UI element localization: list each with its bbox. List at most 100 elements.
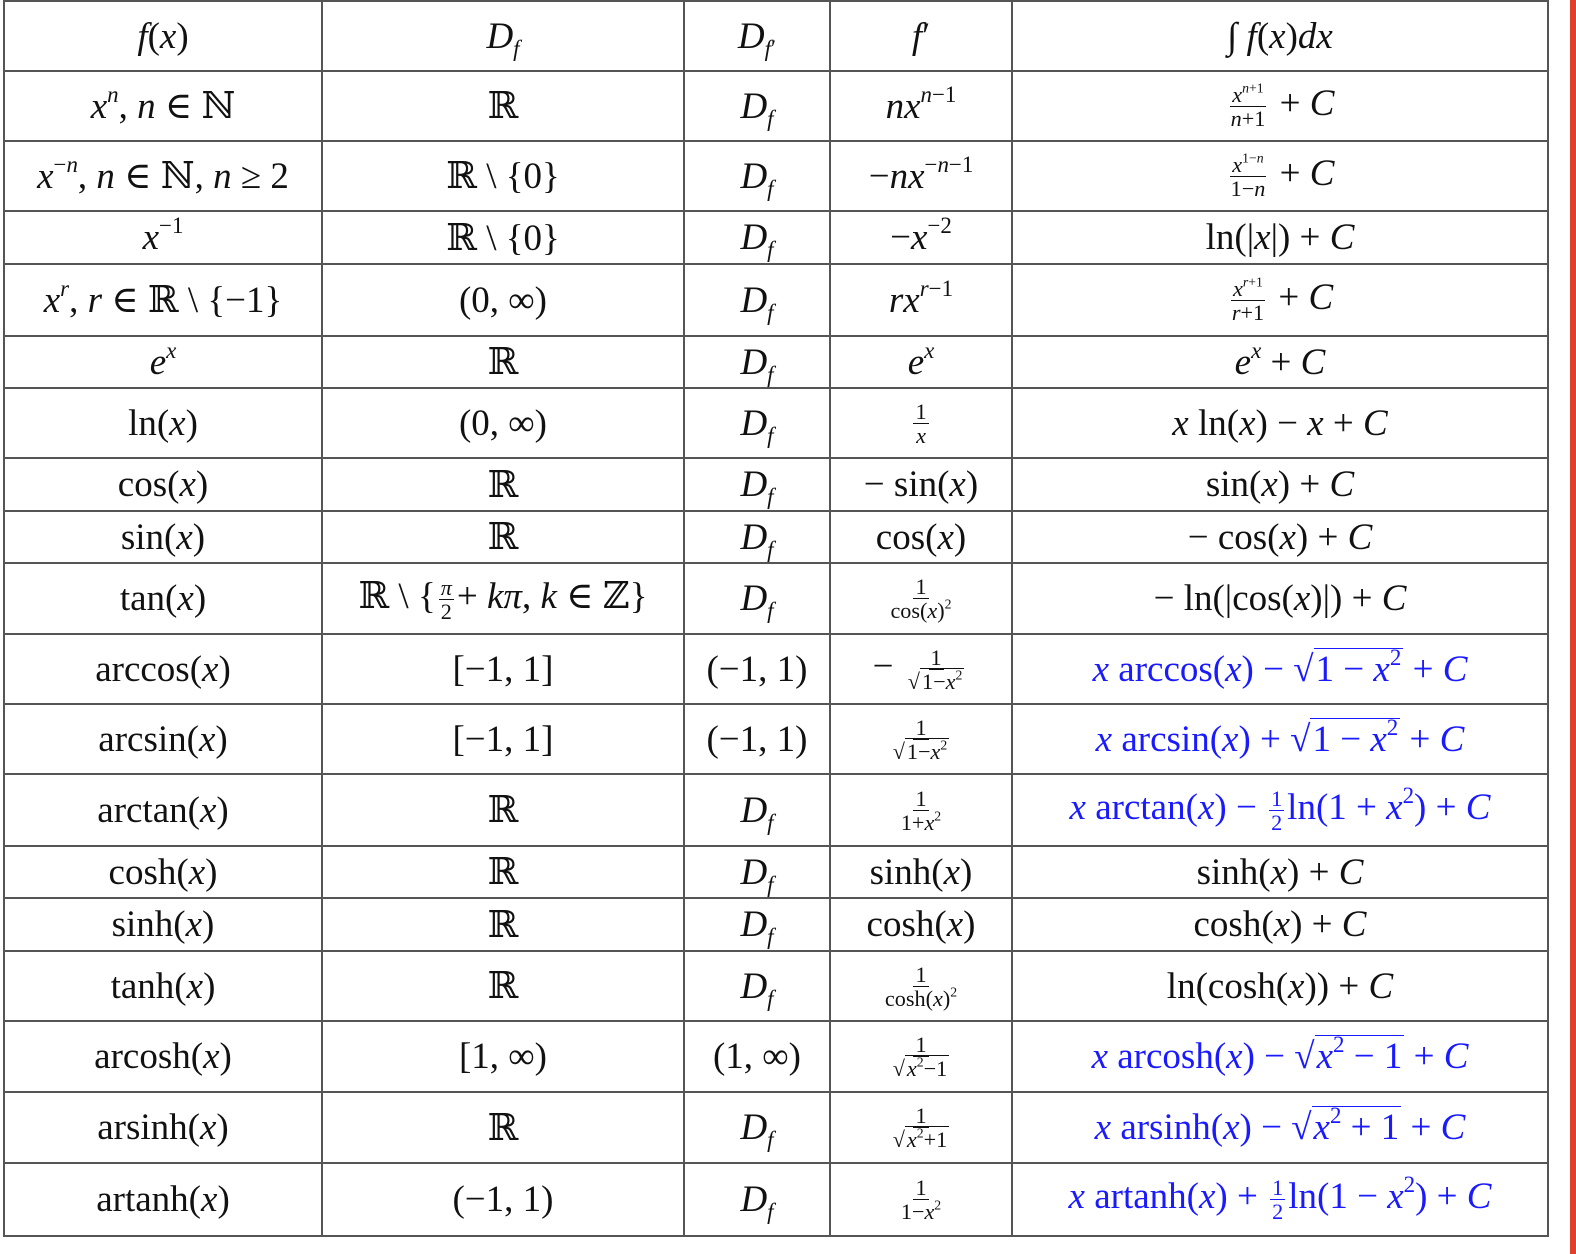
superscript: n: [107, 82, 118, 107]
math-text: ℝ: [487, 1107, 519, 1149]
math-variable: x: [1387, 1176, 1404, 1218]
math-variable: f: [767, 871, 774, 897]
math-variable: C: [1347, 516, 1373, 558]
numerator: 1: [928, 645, 944, 670]
fraction: 1 cos(x)2: [888, 575, 953, 623]
math-variable: C: [1329, 464, 1355, 505]
superscript: r: [60, 276, 69, 301]
math-text: +1: [923, 1127, 948, 1153]
math-text: 1 −: [1315, 648, 1374, 690]
math-text: arcsin(: [1112, 718, 1223, 760]
fraction: 1 1−x2: [899, 1176, 943, 1224]
math-variable: x: [1091, 1036, 1108, 1077]
table-body: f(x) Df Df′ f′ ∫ f(x)dx xn, n ∈ ℕ ℝ Df nxn−1 xn+1…: [3, 0, 1549, 1237]
cell-derivative-domain: Df: [683, 897, 831, 952]
table-row: arcsin(x) [−1, 1] (−1, 1) 1 √1−x2 x arcsin(x)…: [3, 703, 1549, 775]
math-text: ∈ ℕ: [155, 86, 236, 127]
math-text: 1: [915, 1032, 927, 1058]
cell-antiderivative: xr+1 r+1 + C: [1011, 263, 1549, 337]
math-text: ′: [771, 35, 777, 61]
math-text: ): [937, 598, 945, 624]
math-text: 1: [915, 1103, 927, 1129]
math-variable: x: [1233, 275, 1243, 301]
subscript: f′: [765, 36, 776, 61]
math-text: ln(1 +: [1287, 786, 1387, 828]
table-row: cos(x) ℝ Df − sin(x) sin(x) + C: [3, 457, 1549, 512]
math-text: arcosh(: [94, 1036, 204, 1077]
math-text: 1−: [921, 668, 946, 694]
math-variable: r: [1242, 273, 1249, 289]
cell-derivative: 1 cosh(x)2: [829, 950, 1013, 1022]
radicand: x2−1: [904, 1055, 950, 1082]
math-text: +: [1261, 341, 1301, 383]
cell-domain: ℝ: [321, 457, 685, 512]
math-variable: C: [1341, 904, 1367, 945]
math-variable: e: [149, 341, 167, 383]
math-variable: D: [486, 15, 514, 57]
math-text: arcsin(: [98, 718, 199, 760]
denominator: x: [914, 424, 928, 447]
math-text: cosh(: [866, 904, 947, 945]
math-text: ) −: [1214, 786, 1267, 828]
subscript: f: [767, 237, 773, 262]
subscript: f: [767, 924, 773, 949]
math-variable: nx: [889, 155, 925, 197]
math-text: sin(: [1205, 464, 1262, 505]
math-variable: x: [1092, 648, 1110, 690]
math-variable: f: [764, 35, 772, 61]
math-text: ): [218, 648, 231, 690]
math-text: 2: [955, 667, 963, 683]
cell-domain: ℝ: [321, 1091, 685, 1164]
math-variable: f: [767, 422, 774, 448]
radical-sign: √: [1293, 648, 1314, 690]
cell-antiderivative: ln(cosh(x)) + C: [1011, 950, 1549, 1022]
math-variable: C: [1309, 82, 1335, 124]
subscript: f: [767, 986, 773, 1011]
superscript: 2: [940, 737, 947, 752]
cell-domain: ℝ \ {π 2 + kπ, k ∈ ℤ}: [321, 562, 685, 635]
math-variable: f: [767, 105, 774, 131]
math-variable: C: [1443, 1036, 1469, 1077]
math-text: −1: [923, 1056, 948, 1082]
math-variable: x: [43, 280, 61, 321]
math-text: ℝ: [487, 966, 519, 1007]
math-variable: x: [1239, 402, 1256, 444]
math-text: ): [215, 718, 228, 760]
math-text: ∫: [1227, 15, 1247, 57]
math-text: ℝ: [487, 86, 519, 127]
header-function: f(x): [3, 0, 323, 72]
math-variable: x: [199, 1107, 217, 1148]
math-text: ln(cosh(: [1166, 965, 1289, 1007]
math-text: arsinh(: [1111, 1107, 1224, 1148]
cell-derivative-domain: Df: [683, 773, 831, 847]
math-text: 2: [1271, 809, 1283, 835]
math-variable: x: [1198, 1176, 1216, 1218]
numerator: 1: [913, 575, 929, 600]
cell-derivative-domain: Df: [683, 1162, 831, 1237]
radical-sign: √: [892, 738, 905, 764]
cell-derivative: nxn−1: [829, 70, 1013, 142]
math-text: +: [1400, 718, 1440, 760]
math-text: +: [1403, 648, 1443, 690]
math-variable: D: [740, 851, 768, 893]
math-variable: rx: [888, 279, 920, 321]
math-text: [−1, 1]: [452, 718, 554, 760]
cell-derivative-domain: Df: [683, 845, 831, 899]
math-text: ℝ \ {0}: [446, 217, 560, 259]
cell-function: arcsin(x): [3, 703, 323, 775]
cell-derivative: 1 cos(x)2: [829, 562, 1013, 635]
numerator: π: [438, 575, 454, 600]
cell-domain: ℝ: [321, 510, 685, 564]
math-text: [1, ∞): [458, 1036, 548, 1077]
fraction: 1 √1−x2: [891, 714, 952, 764]
math-text: +: [456, 575, 487, 617]
math-text: 1: [915, 714, 927, 740]
math-variable: x: [943, 851, 961, 893]
math-text: +1: [1241, 105, 1266, 131]
math-variable: n: [107, 81, 119, 107]
cell-antiderivative: ln(|x|) + C: [1011, 210, 1549, 265]
math-text: ℝ: [487, 904, 519, 946]
